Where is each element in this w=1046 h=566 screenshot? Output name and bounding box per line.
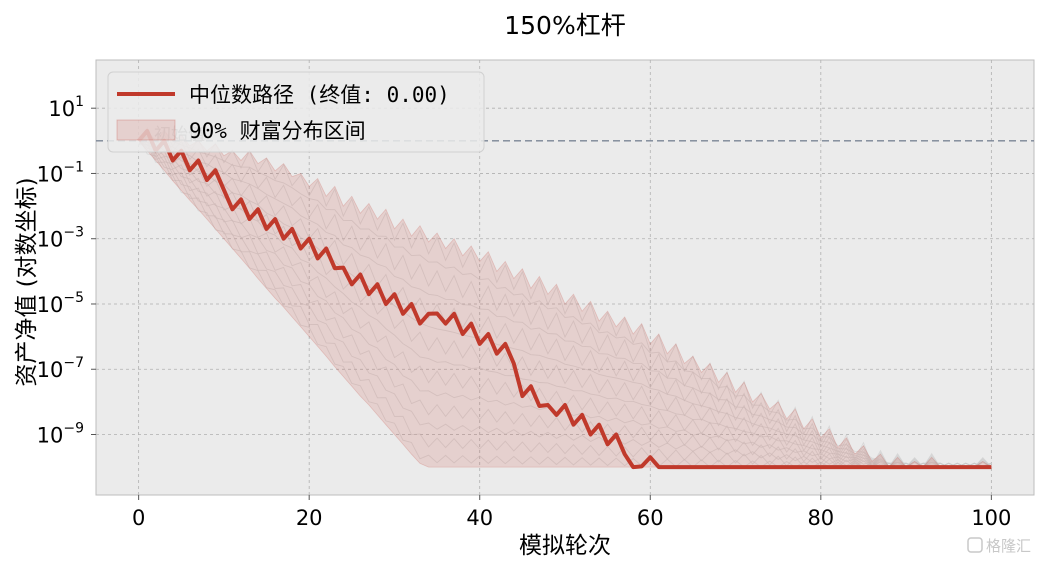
legend-box bbox=[107, 71, 485, 153]
background-path bbox=[138, 136, 992, 468]
legend-median-label: 中位数路径 (终值: 0.00) bbox=[189, 83, 450, 107]
y-tick-label: 10−1 bbox=[37, 159, 84, 186]
median-series-layer bbox=[137, 129, 992, 470]
y-tick-label: 10−3 bbox=[37, 225, 84, 252]
legend-band-swatch bbox=[116, 119, 176, 141]
x-tick-label: 40 bbox=[466, 506, 493, 530]
x-axis-title: 模拟轮次 bbox=[519, 533, 611, 559]
background-path bbox=[138, 136, 992, 468]
legend: 中位数路径 (终值: 0.00) 90% 财富分布区间 bbox=[107, 71, 485, 153]
background-path bbox=[138, 136, 992, 468]
background-path bbox=[138, 129, 992, 468]
y-axis-title: 资产净值 (对数坐标) bbox=[14, 177, 40, 386]
x-tick-label: 60 bbox=[637, 506, 664, 530]
y-tick-label: 10−9 bbox=[37, 421, 84, 448]
x-tick-label: 100 bbox=[971, 506, 1011, 530]
x-tick-label: 20 bbox=[296, 506, 323, 530]
y-axis-ticks: 101 10−1 10−3 10−5 10−7 10−9 bbox=[37, 94, 96, 448]
background-path bbox=[138, 144, 992, 468]
x-axis-ticks: 0 20 40 60 80 100 bbox=[132, 495, 1011, 530]
y-tick-label: 10−7 bbox=[37, 355, 84, 382]
background-path bbox=[138, 132, 992, 469]
plot-area: 初始值 bbox=[95, 59, 1035, 496]
x-tick-label: 80 bbox=[807, 506, 834, 530]
y-tick-label: 10−5 bbox=[37, 290, 84, 317]
background-path bbox=[138, 141, 992, 468]
legend-band-label: 90% 财富分布区间 bbox=[189, 119, 366, 143]
y-tick-label: 101 bbox=[48, 94, 84, 121]
background-path bbox=[138, 136, 992, 468]
median-path-line bbox=[137, 129, 992, 470]
chart-title: 150%杠杆 bbox=[504, 11, 625, 40]
background-path bbox=[138, 126, 992, 468]
watermark-text: 格隆汇 bbox=[986, 537, 1031, 555]
x-tick-label: 0 bbox=[132, 506, 145, 530]
background-path bbox=[138, 136, 992, 468]
background-path bbox=[138, 136, 992, 468]
watermark: 格隆汇 bbox=[967, 537, 1031, 555]
watermark-logo-icon bbox=[967, 537, 983, 553]
